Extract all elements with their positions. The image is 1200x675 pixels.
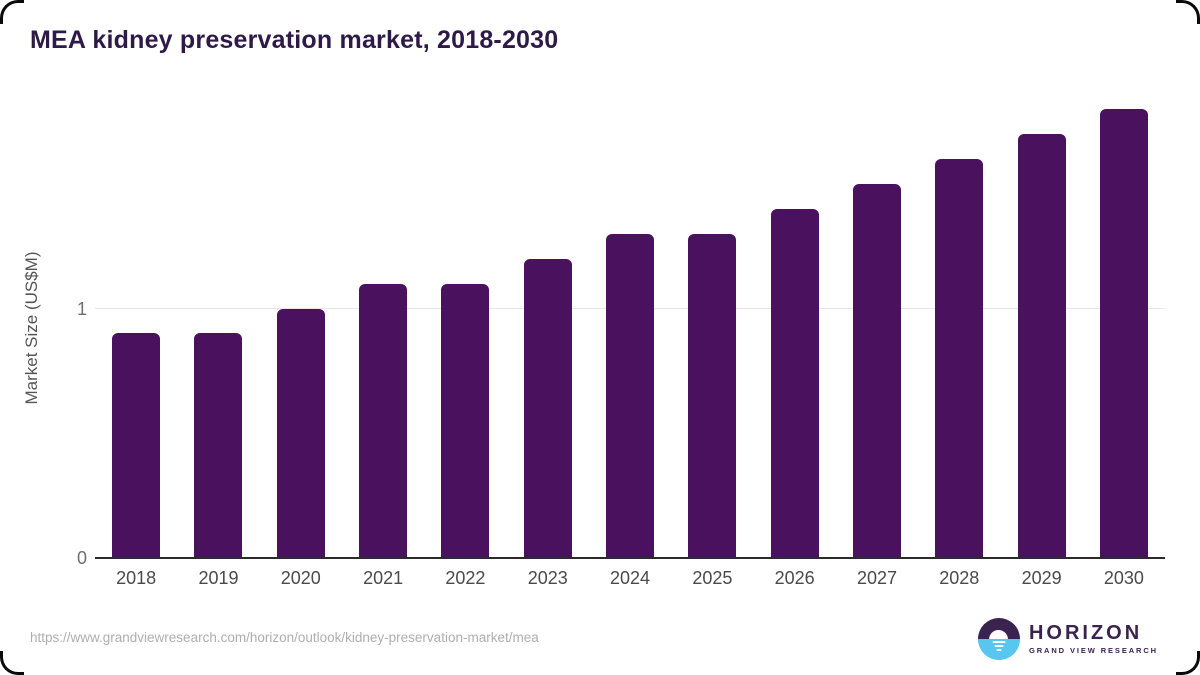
y-tick-label-0: 0 [76, 548, 87, 568]
x-label-2030: 2030 [1103, 568, 1144, 588]
bar-2018 [112, 333, 161, 558]
y-axis-label: Market Size (US$M) [22, 251, 41, 405]
logo-subtitle: GRAND VIEW RESEARCH [1028, 646, 1158, 655]
bar-slot-2019 [177, 94, 259, 558]
x-label-2028: 2028 [939, 568, 980, 588]
bar-2023 [523, 258, 572, 558]
bar-slot-2022 [424, 94, 506, 558]
x-label-2024: 2024 [610, 568, 651, 588]
bar-slot-2030 [1083, 94, 1165, 558]
chart-title: MEA kidney preservation market, 2018-203… [30, 26, 559, 54]
bar-2020 [276, 308, 325, 558]
y-tick-label-1: 1 [76, 298, 87, 319]
x-label-2029: 2029 [1021, 568, 1062, 588]
bar-slot-2018 [95, 94, 177, 558]
bar-slot-2027 [836, 94, 918, 558]
bar-2021 [359, 283, 408, 558]
bar-2029 [1017, 133, 1066, 558]
bar-slot-2029 [1000, 94, 1082, 558]
x-label-2022: 2022 [445, 568, 486, 588]
logo-text: HORIZON GRAND VIEW RESEARCH [1028, 622, 1158, 656]
bar-2026 [770, 208, 819, 558]
bar-2027 [852, 183, 901, 558]
source-url: https://www.grandviewresearch.com/horizo… [30, 630, 539, 645]
bars-row [95, 94, 1165, 558]
bar-2024 [606, 233, 655, 558]
bar-slot-2021 [342, 94, 424, 558]
bar-slot-2025 [671, 94, 753, 558]
bar-slot-2024 [589, 94, 671, 558]
x-label-2019: 2019 [198, 568, 239, 588]
bar-2028 [935, 158, 984, 558]
bar-slot-2028 [918, 94, 1000, 558]
bar-2019 [194, 333, 243, 558]
x-axis-line [95, 557, 1165, 559]
x-label-2027: 2027 [856, 568, 897, 588]
horizon-logo: HORIZON GRAND VIEW RESEARCH [977, 618, 1158, 660]
x-label-2025: 2025 [692, 568, 733, 588]
x-axis-labels: 2018 2019 2020 2021 2022 2023 2024 2025 2026 2027… [95, 568, 1165, 589]
x-label-2026: 2026 [774, 568, 815, 588]
x-label-2018: 2018 [116, 568, 157, 588]
bar-slot-2020 [260, 94, 342, 558]
bar-slot-2023 [507, 94, 589, 558]
logo-name: HORIZON [1028, 622, 1143, 644]
sea-icon [977, 639, 1020, 660]
x-label-2021: 2021 [363, 568, 404, 588]
bar-2025 [688, 233, 737, 558]
bar-2022 [441, 283, 490, 558]
x-label-2023: 2023 [527, 568, 568, 588]
bar-2030 [1099, 108, 1148, 558]
plot-area [95, 94, 1165, 559]
x-label-2020: 2020 [280, 568, 321, 588]
bar-slot-2026 [754, 94, 836, 558]
sunset-horizon-icon [977, 618, 1020, 660]
